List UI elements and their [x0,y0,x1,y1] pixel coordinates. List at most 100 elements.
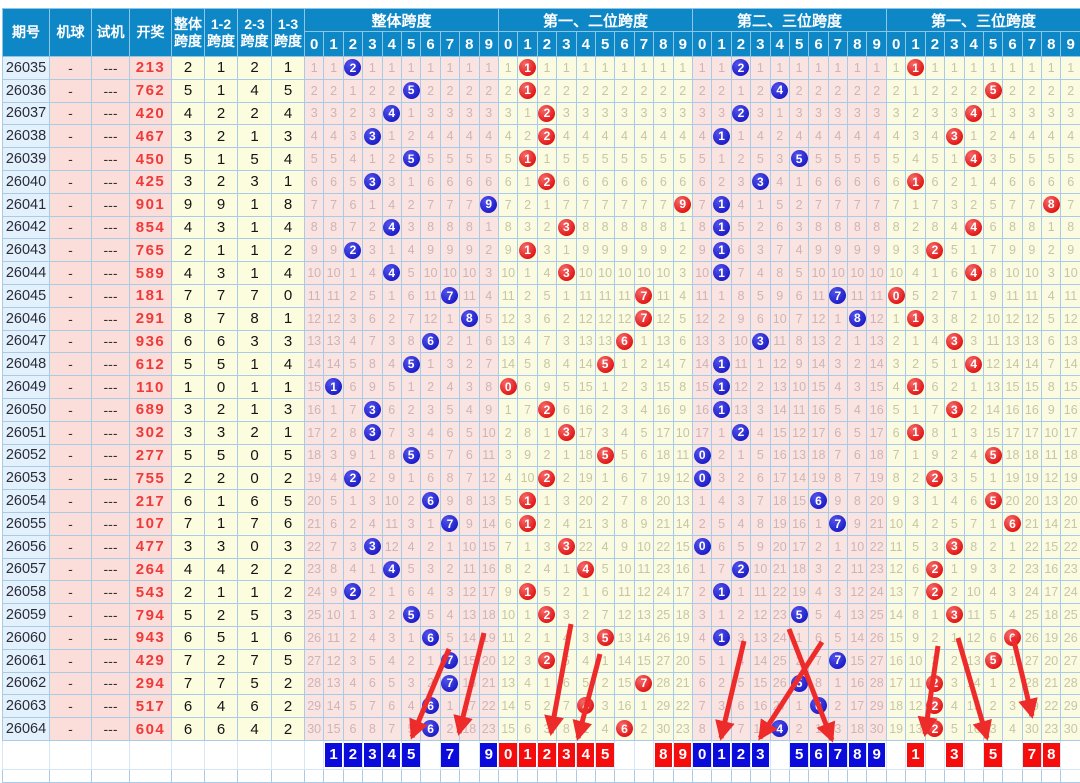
issue-cell: 26059 [3,604,50,627]
span-ball-cell: 5 [401,353,420,376]
miss-count-cell: 4 [886,125,905,148]
issue-cell: 26046 [3,307,50,330]
miss-count-cell: 1 [945,57,964,80]
miss-count-cell: 14 [498,695,517,718]
miss-count-cell: 3 [305,102,324,125]
miss-count-cell: 16 [1042,558,1061,581]
miss-count-cell: 7 [1003,193,1022,216]
miss-count-cell: 4 [401,239,420,262]
miss-count-cell: 2 [925,512,944,535]
miss-count-cell: 10 [498,604,517,627]
span-ball-red: 3 [558,424,575,441]
miss-count-cell: 14 [479,512,498,535]
miss-count-cell: 3 [983,558,1002,581]
miss-count-cell: 1 [731,79,750,102]
miss-count-cell: 16 [751,695,770,718]
machine-ball-cell: - [50,79,92,102]
span-ball-cell: 5 [983,490,1002,513]
span-value-cell: 3 [238,170,272,193]
miss-count-cell: 8 [1003,216,1022,239]
issue-cell: 26062 [3,672,50,695]
miss-count-cell: 2 [731,467,750,490]
miss-count-cell: 15 [770,421,789,444]
miss-count-cell: 8 [305,216,324,239]
test-draw-cell: --- [92,125,130,148]
miss-count-cell: 4 [363,626,382,649]
span-ball-cell: 1 [518,512,537,535]
span-value-cell: 5 [172,444,205,467]
span-value-cell: 6 [238,490,272,513]
miss-count-cell: 5 [1061,148,1080,171]
miss-count-cell: 8 [634,490,653,513]
span-ball-cell: 2 [537,649,556,672]
miss-count-cell: 8 [925,421,944,444]
digit-header: 5 [595,32,614,57]
span-value-cell: 3 [272,125,305,148]
miss-count-cell: 27 [1022,649,1041,672]
miss-count-cell: 30 [654,718,673,741]
digit-header: 7 [1022,32,1041,57]
miss-count-cell: 15 [1003,376,1022,399]
span-ball-cell: 3 [557,262,576,285]
miss-count-cell: 2 [1003,79,1022,102]
span-ball-blue: 6 [422,720,439,737]
miss-count-cell: 6 [479,330,498,353]
miss-count-cell: 2 [712,444,731,467]
summary-cell: 8 [848,740,867,769]
miss-count-cell: 3 [925,102,944,125]
span-ball-red: 3 [558,219,575,236]
miss-count-cell: 1 [789,695,808,718]
miss-count-cell: 2 [537,216,556,239]
span-value-cell: 2 [238,558,272,581]
miss-count-cell: 2 [401,193,420,216]
miss-count-cell: 18 [576,444,595,467]
miss-count-cell: 9 [828,239,847,262]
miss-count-cell: 3 [1022,102,1041,125]
span-ball-cell: 8 [848,307,867,330]
miss-count-cell: 1 [712,649,731,672]
miss-count-cell: 1 [712,284,731,307]
issue-cell: 26053 [3,467,50,490]
miss-count-cell: 4 [576,125,595,148]
miss-count-cell: 4 [925,330,944,353]
span-ball-red: 1 [519,492,536,509]
miss-count-cell: 7 [363,695,382,718]
miss-count-cell: 3 [615,398,634,421]
miss-count-cell: 7 [401,307,420,330]
miss-count-cell: 15 [498,718,517,741]
miss-count-cell: 1 [382,284,401,307]
miss-count-cell: 4 [925,125,944,148]
miss-count-cell: 5 [828,398,847,421]
miss-count-cell: 4 [518,672,537,695]
miss-count-cell: 15 [867,376,886,399]
miss-count-cell: 2 [751,79,770,102]
span-value-cell: 8 [238,307,272,330]
miss-count-cell: 5 [751,444,770,467]
test-draw-cell: --- [92,239,130,262]
miss-count-cell: 8 [848,490,867,513]
miss-count-cell: 13 [731,398,750,421]
miss-count-cell: 8 [363,718,382,741]
miss-count-cell: 2 [557,467,576,490]
miss-count-cell: 13 [789,444,808,467]
span-ball-cell: 0 [886,284,905,307]
miss-count-cell: 1 [712,604,731,627]
miss-count-cell: 2 [789,79,808,102]
miss-count-cell: 21 [673,672,692,695]
span-value-cell: 2 [238,102,272,125]
span-ball-cell: 1 [518,148,537,171]
span-value-cell: 9 [172,193,205,216]
span-value-cell: 5 [172,604,205,627]
miss-count-cell: 17 [751,718,770,741]
miss-count-cell: 12 [789,421,808,444]
miss-count-cell: 5 [654,148,673,171]
recommended-number-box: 8 [655,743,672,767]
miss-count-cell: 16 [460,672,479,695]
span-value-cell: 3 [172,170,205,193]
miss-count-cell: 3 [925,535,944,558]
span-ball-cell: 1 [906,376,925,399]
span-ball-cell: 1 [518,79,537,102]
